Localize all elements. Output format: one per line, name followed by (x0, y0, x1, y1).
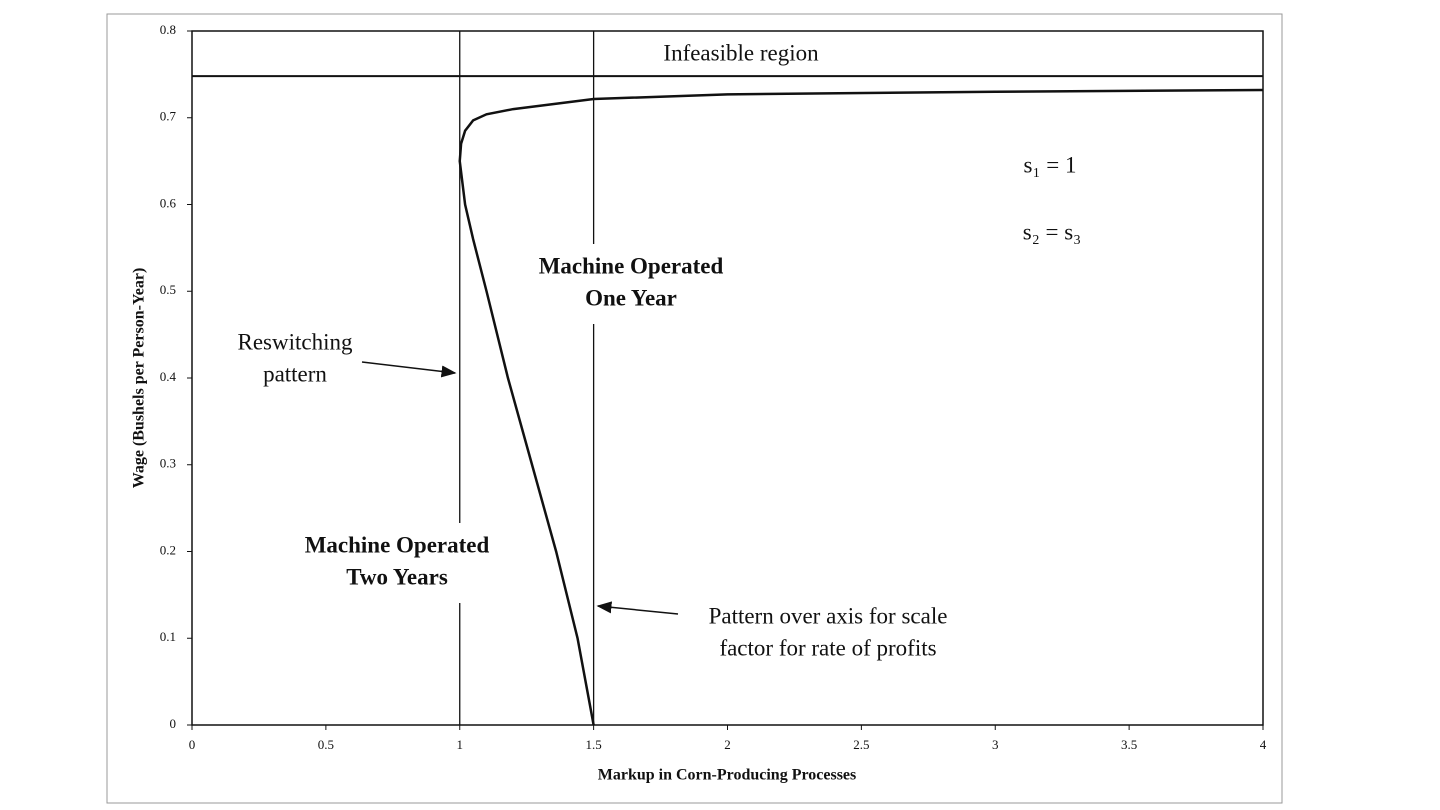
annotation: Infeasible region (663, 40, 819, 65)
x-tick-label: 4 (1260, 737, 1267, 752)
annotation: One Year (585, 285, 677, 310)
y-tick-label: 0.3 (160, 456, 176, 471)
x-tick-label: 2.5 (853, 737, 869, 752)
outer-frame (106, 13, 1283, 804)
y-tick-label: 0.4 (160, 369, 177, 384)
arrow (361, 361, 457, 378)
annotation: Two Years (346, 564, 448, 589)
annotation: Reswitching (238, 329, 353, 354)
x-tick-label: 1.5 (586, 737, 602, 752)
label-background (519, 244, 743, 324)
annotation: Machine Operated (305, 532, 490, 557)
x-tick-label: 3.5 (1121, 737, 1137, 752)
annotation: s₁ = 1 (1024, 152, 1077, 177)
x-tick-label: 0 (189, 737, 196, 752)
annotation: factor for rate of profits (719, 635, 936, 660)
y-axis-title: Wage (Bushels per Person-Year) (131, 268, 148, 489)
annotation: s₂ = s₃ (1023, 219, 1081, 244)
y-tick-label: 0.8 (160, 22, 176, 37)
x-tick-label: 3 (992, 737, 999, 752)
y-tick-label: 0.2 (160, 542, 176, 557)
x-tick-label: 2 (724, 737, 731, 752)
y-tick-label: 0.7 (160, 109, 177, 124)
y-tick-label: 0 (170, 716, 177, 731)
y-tick-label: 0.1 (160, 629, 176, 644)
x-tick-label: 0.5 (318, 737, 334, 752)
annotation: Machine Operated (539, 253, 724, 278)
y-tick-label: 0.5 (160, 282, 176, 297)
label-background (285, 523, 509, 603)
x-tick-label: 1 (457, 737, 464, 752)
annotation: Pattern over axis for scale (709, 603, 948, 628)
y-tick-label: 0.6 (160, 195, 177, 210)
arrow (596, 601, 679, 615)
annotation: pattern (263, 361, 327, 386)
x-axis-title: Markup in Corn-Producing Processes (598, 767, 857, 784)
data-line (458, 88, 1264, 726)
